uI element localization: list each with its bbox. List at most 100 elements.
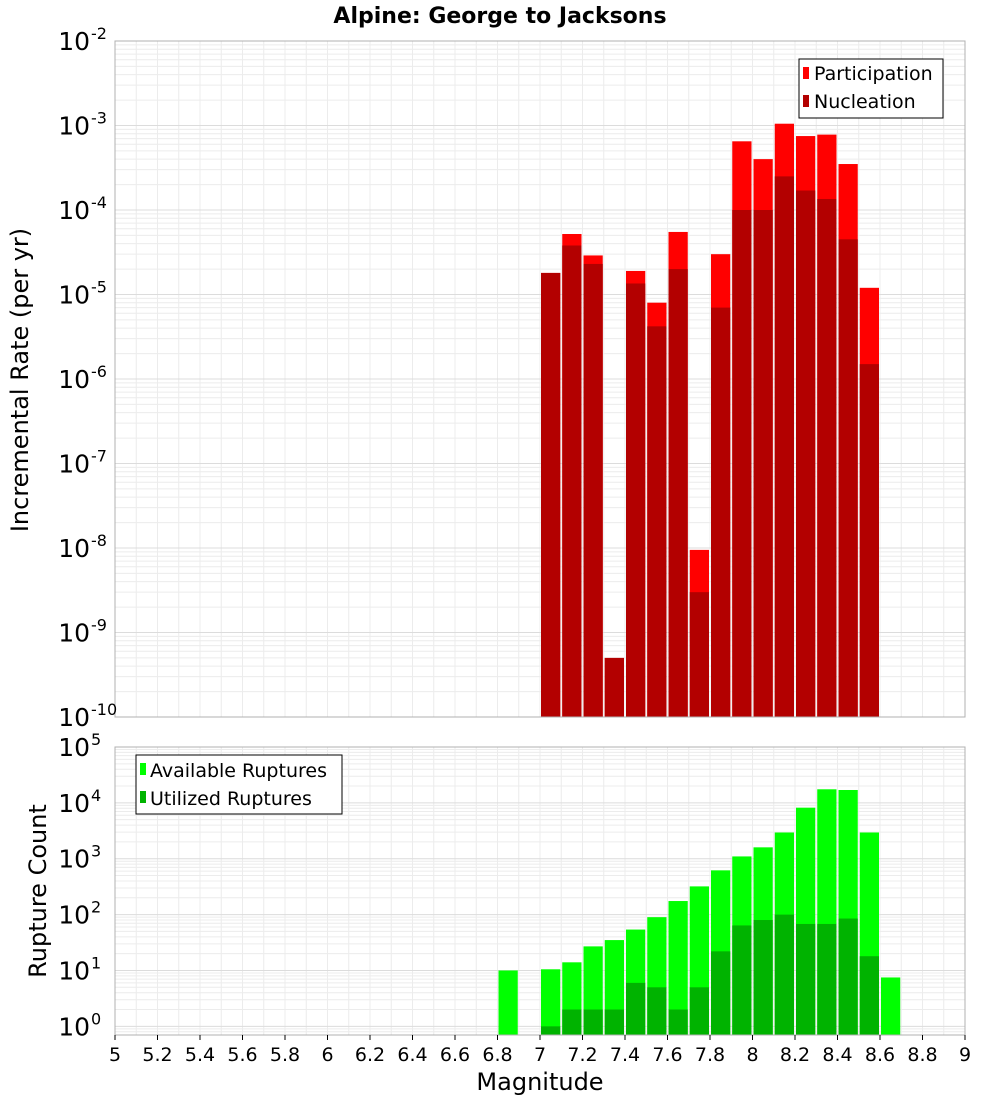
x-tick-label: 8.4 [822,1044,852,1066]
rate-bar-s2 [541,272,561,717]
rate-y-tick-exponent: -4 [91,193,107,212]
count-bar-s2 [541,1026,561,1035]
rate-bar-s2 [689,592,709,717]
utilized-legend-swatch [140,791,146,803]
rate-bar-s2 [817,198,837,717]
rate-y-tick-exponent: -7 [91,447,107,466]
x-tick-label: 9 [959,1044,971,1066]
available-legend-swatch [140,763,146,775]
count-legend-box [135,754,343,815]
rate-legend: Participation Nucleation [798,58,944,119]
x-axis-label: Magnitude [476,1068,603,1096]
x-tick-label: 5.2 [142,1044,172,1066]
count-bar-s2 [838,918,858,1035]
count-bar-s2 [753,920,773,1035]
x-tick-label: 8.2 [780,1044,810,1066]
count-y-tick-base: 10 [58,845,90,874]
count-bar-s2 [562,1009,582,1035]
rate-y-tick-exponent: -9 [91,616,107,635]
count-x-ticks: 5 5.2 5.4 5.6 5.8 6 6.2 6.4 6.6 6.8 7 7.2 7.4 7.6 7.8 8… [109,1035,971,1066]
count-bar-s2 [647,987,667,1035]
count-y-tick-base: 10 [58,733,90,762]
count-y-tick-base: 10 [58,956,90,985]
count-bar-s1 [668,901,688,1035]
count-bar-s2 [796,923,816,1035]
count-y-tick-exponent: 4 [91,786,101,805]
x-tick-label: 5.8 [270,1044,300,1066]
participation-legend-swatch [803,67,809,79]
rate-bars [541,123,879,718]
count-y-tick-exponent: 3 [91,842,101,861]
rate-y-tick-exponent: -5 [91,278,107,297]
count-bar-s2 [626,982,646,1035]
count-y-tick-exponent: 0 [91,1009,101,1028]
count-y-tick-base: 10 [58,1012,90,1041]
x-tick-label: 8.6 [865,1044,895,1066]
count-bar-s2 [859,956,879,1035]
rate-grid [114,41,966,718]
nucleation-legend-label: Nucleation [814,91,916,113]
rate-y-tick-base: 10 [58,27,90,56]
count-bar-s2 [604,1009,624,1035]
rate-bar-s2 [562,245,582,717]
rate-bar-s2 [796,190,816,717]
rate-bar-s2 [626,283,646,717]
x-tick-label: 6.6 [440,1044,470,1066]
utilized-legend-label: Utilized Ruptures [150,788,312,810]
rate-y-tick-base: 10 [58,196,90,225]
count-y-axis-label: Rupture Count [24,804,52,978]
rate-y-tick-exponent: -6 [91,362,107,381]
x-tick-label: 6.8 [482,1044,512,1066]
rate-y-tick-exponent: -2 [91,24,107,43]
rate-y-tick-base: 10 [58,112,90,141]
rate-bar-s2 [732,210,752,717]
rate-y-axis-label: Incremental Rate (per yr) [6,228,34,532]
rate-bar-s2 [774,176,794,717]
rate-bar-s2 [753,210,773,717]
count-bar-s1 [498,970,518,1035]
rate-bar-s2 [711,307,731,717]
x-tick-label: 5.6 [227,1044,257,1066]
rate-bar-s2 [583,263,603,717]
count-y-tick-base: 10 [58,789,90,818]
rate-y-tick-base: 10 [58,450,90,479]
rate-y-tick-base: 10 [58,619,90,648]
count-y-tick-base: 10 [58,901,90,930]
count-bars [498,789,901,1035]
rate-bar-s2 [647,326,667,717]
rate-y-tick-base: 10 [58,534,90,563]
x-tick-label: 5.4 [185,1044,215,1066]
x-tick-label: 7.6 [652,1044,682,1066]
rate-y-tick-exponent: -10 [91,700,117,719]
rate-y-tick-exponent: -8 [91,531,107,550]
count-y-tick-exponent: 2 [91,898,101,917]
rate-bar-s2 [668,269,688,717]
count-bar-s1 [881,977,901,1035]
x-tick-label: 7.4 [610,1044,640,1066]
x-tick-label: 6 [321,1044,333,1066]
rate-y-tick-base: 10 [58,281,90,310]
x-tick-label: 6.4 [397,1044,427,1066]
x-tick-label: 7.2 [567,1044,597,1066]
rate-y-tick-exponent: -3 [91,109,107,128]
count-bar-s2 [711,951,731,1035]
count-bar-s2 [668,1009,688,1035]
x-tick-label: 7.8 [695,1044,725,1066]
chart-title: Alpine: George to Jacksons [333,4,666,29]
count-legend: Available Ruptures Utilized Ruptures [135,754,343,815]
count-bar-s2 [817,923,837,1035]
count-bar-s2 [689,987,709,1035]
rate-legend-box [798,58,944,119]
count-bar-s2 [583,1009,603,1035]
rate-plot-frame [114,40,966,718]
x-tick-label: 5 [109,1044,121,1066]
x-tick-label: 8.8 [907,1044,937,1066]
count-y-tick-exponent: 5 [91,730,101,749]
rate-bar-s2 [859,364,879,717]
rate-y-tick-base: 10 [58,703,90,732]
nucleation-legend-swatch [803,95,809,107]
